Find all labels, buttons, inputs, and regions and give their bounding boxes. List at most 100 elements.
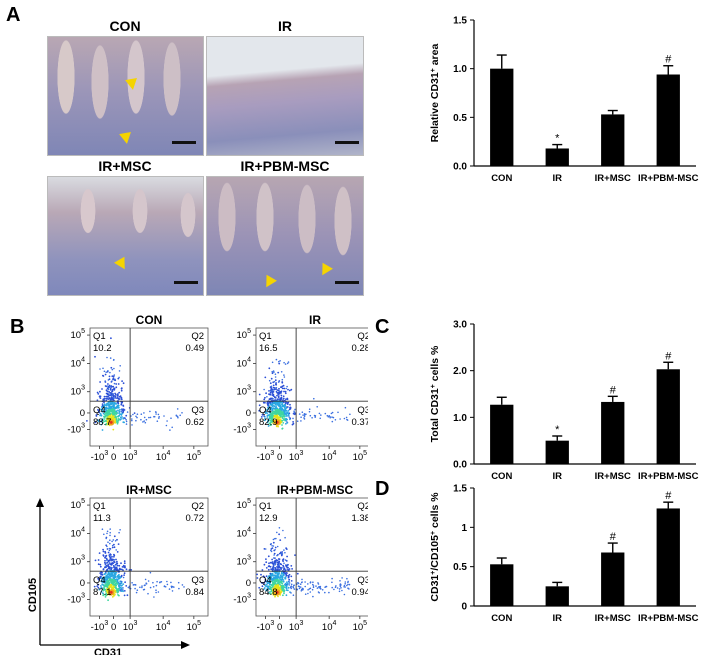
quadrant-value: 1.38 bbox=[352, 513, 369, 524]
event-dot bbox=[311, 417, 313, 419]
event-dot bbox=[100, 575, 102, 578]
event-dot bbox=[285, 560, 288, 562]
event-dot bbox=[272, 397, 274, 400]
event-dot bbox=[112, 394, 115, 397]
event-dot bbox=[280, 421, 282, 424]
event-dot bbox=[336, 587, 339, 589]
event-dot bbox=[113, 374, 116, 376]
event-dot bbox=[136, 413, 139, 415]
y-tick-label: 0.0 bbox=[453, 460, 467, 471]
event-dot bbox=[273, 582, 275, 585]
event-dot bbox=[113, 367, 115, 370]
micrograph-ir-pbm-msc bbox=[206, 176, 364, 296]
event-dot bbox=[107, 571, 110, 574]
event-dot bbox=[265, 392, 267, 395]
event-dot bbox=[112, 539, 115, 541]
event-dot bbox=[263, 576, 266, 579]
event-dot bbox=[104, 380, 106, 382]
event-dot bbox=[106, 586, 109, 589]
event-dot bbox=[103, 420, 106, 423]
x-tick-label: CON bbox=[491, 613, 512, 624]
scale-bar bbox=[335, 281, 359, 284]
x-tick-label: 104 bbox=[322, 450, 337, 463]
event-dot bbox=[108, 578, 110, 580]
event-dot bbox=[264, 548, 267, 550]
event-dot bbox=[340, 584, 342, 586]
event-dot bbox=[114, 572, 117, 574]
event-dot bbox=[272, 590, 274, 592]
event-dot bbox=[267, 404, 269, 407]
event-dot bbox=[266, 412, 269, 414]
event-dot bbox=[166, 420, 168, 422]
arrow-marker bbox=[119, 132, 133, 145]
event-dot bbox=[285, 401, 287, 404]
event-dot bbox=[101, 574, 104, 576]
event-dot bbox=[107, 388, 110, 391]
event-dot bbox=[348, 583, 351, 586]
event-dot bbox=[103, 408, 106, 411]
event-dot bbox=[349, 413, 351, 416]
event-dot bbox=[284, 408, 286, 411]
event-dot bbox=[103, 401, 105, 404]
event-dot bbox=[290, 592, 292, 594]
event-dot bbox=[269, 588, 272, 591]
density-peak bbox=[109, 591, 113, 594]
event-dot bbox=[99, 565, 102, 568]
event-dot bbox=[263, 587, 266, 590]
event-dot bbox=[309, 414, 312, 417]
event-dot bbox=[119, 418, 122, 421]
event-dot bbox=[143, 416, 146, 419]
event-dot bbox=[134, 587, 136, 590]
event-dot bbox=[103, 585, 106, 588]
event-dot bbox=[108, 394, 111, 397]
event-dot bbox=[289, 403, 291, 406]
event-dot bbox=[133, 412, 136, 414]
micro-title-ir-pbm-msc: IR+PBM-MSC bbox=[240, 158, 330, 174]
event-dot bbox=[122, 590, 124, 593]
event-dot bbox=[278, 410, 281, 413]
event-dot bbox=[281, 551, 284, 553]
x-tick-label: 105 bbox=[353, 620, 368, 633]
event-dot bbox=[268, 415, 271, 418]
event-dot bbox=[116, 422, 119, 425]
event-dot bbox=[107, 573, 110, 576]
event-dot bbox=[276, 415, 279, 418]
event-dot bbox=[267, 591, 270, 594]
event-dot bbox=[120, 398, 122, 400]
event-dot bbox=[277, 562, 280, 565]
event-dot bbox=[117, 401, 119, 403]
event-dot bbox=[111, 558, 114, 561]
event-dot bbox=[343, 593, 346, 596]
y-arrow-head bbox=[36, 498, 44, 507]
event-dot bbox=[125, 568, 128, 571]
event-dot bbox=[170, 417, 172, 419]
event-dot bbox=[97, 583, 100, 586]
event-dot bbox=[113, 382, 116, 385]
event-dot bbox=[111, 573, 114, 576]
event-dot bbox=[268, 406, 271, 408]
event-dot bbox=[159, 581, 161, 584]
event-dot bbox=[102, 594, 105, 597]
event-dot bbox=[114, 580, 117, 582]
event-dot bbox=[301, 578, 303, 581]
event-dot bbox=[102, 555, 105, 557]
event-dot bbox=[118, 370, 121, 372]
bar bbox=[490, 68, 514, 166]
panel-label-a: A bbox=[6, 4, 21, 26]
micrograph-con bbox=[47, 36, 204, 156]
x-tick-label: 0 bbox=[277, 622, 282, 633]
event-dot bbox=[282, 580, 285, 583]
event-dot bbox=[265, 567, 268, 569]
event-dot bbox=[111, 546, 114, 549]
event-dot bbox=[272, 593, 275, 595]
event-dot bbox=[123, 417, 125, 419]
event-dot bbox=[122, 382, 125, 385]
event-dot bbox=[111, 398, 113, 401]
event-dot bbox=[118, 531, 120, 534]
event-dot bbox=[113, 594, 116, 596]
event-dot bbox=[104, 581, 107, 584]
event-dot bbox=[107, 599, 109, 602]
event-dot bbox=[105, 594, 108, 597]
event-dot bbox=[271, 372, 274, 375]
event-dot bbox=[111, 402, 114, 404]
